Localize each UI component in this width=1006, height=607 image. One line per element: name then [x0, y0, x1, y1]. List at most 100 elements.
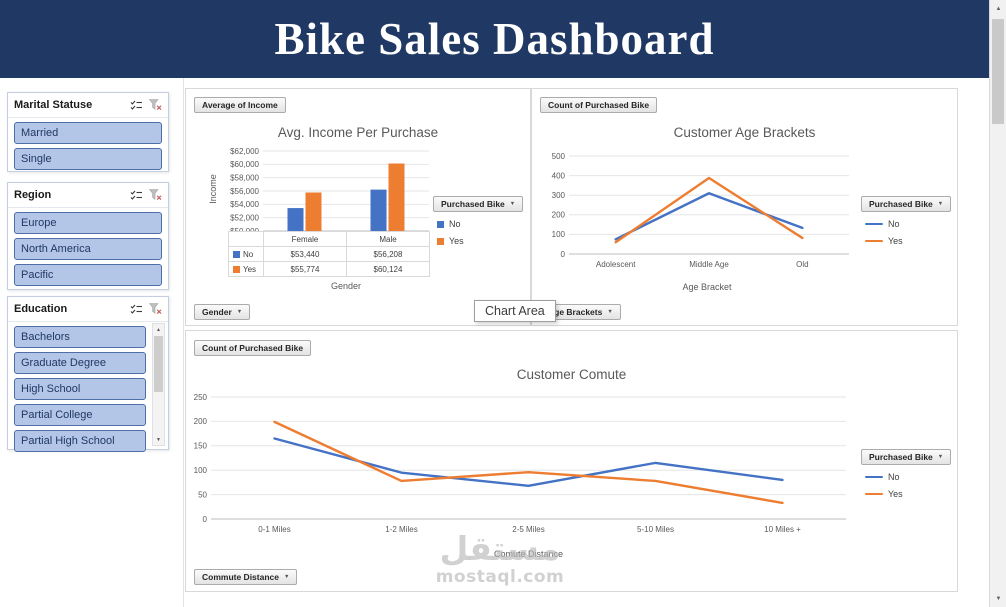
svg-text:150: 150 [194, 442, 208, 451]
clear-filter-icon[interactable] [149, 303, 162, 315]
dropdown-arrow-icon: ▼ [937, 454, 944, 460]
svg-text:200: 200 [552, 211, 566, 220]
scroll-up-icon[interactable]: ▲ [990, 0, 1006, 17]
slicer-item-partial-high-school[interactable]: Partial High School [14, 430, 146, 452]
legend-field-button[interactable]: Purchased Bike ▼ [861, 449, 952, 465]
commute-chart-panel: Count of Purchased Bike Customer Comute … [185, 330, 958, 592]
slicer-item-graduate-degree[interactable]: Graduate Degree [14, 352, 146, 374]
income-data-table: Female Male No $53,440 $56,208 Yes $55,7… [228, 231, 430, 277]
series-yes-swatch [437, 237, 444, 245]
dropdown-arrow-icon: ▼ [284, 574, 290, 580]
gender-axis-field-button[interactable]: Gender ▼ [194, 304, 251, 320]
svg-text:Middle Age: Middle Age [689, 260, 729, 269]
slicer-item-pacific[interactable]: Pacific [14, 264, 162, 286]
income-bar-chart[interactable]: $50,000$52,000$54,000$56,000$58,000$60,0… [216, 139, 441, 239]
svg-text:10 Miles +: 10 Miles + [764, 525, 801, 534]
svg-text:$60,000: $60,000 [230, 160, 259, 169]
table-header-male: Male [346, 231, 430, 247]
legend-entry-no: No [861, 472, 900, 482]
dropdown-arrow-icon: ▼ [509, 201, 516, 207]
slicer-header: Region [8, 183, 168, 208]
slicer-title: Marital Statuse [14, 99, 93, 111]
page-scrollbar[interactable]: ▲ ▼ [989, 0, 1006, 607]
value-field-button-label: Count of Purchased Bike [548, 100, 650, 110]
table-corner-cell [228, 231, 264, 247]
legend-entry-yes: Yes [861, 489, 903, 499]
multi-select-icon[interactable] [130, 190, 143, 201]
series-no-swatch [437, 220, 444, 228]
commute-line-chart[interactable]: 0 50 100 150 200 250 0-1 Miles 1-2 Miles 2-5 Mil… [186, 386, 866, 546]
svg-text:2-5 Miles: 2-5 Miles [512, 525, 544, 534]
series-no-line-swatch [865, 475, 883, 479]
chart-title: Customer Age Brackets [673, 125, 816, 140]
scroll-down-icon[interactable]: ▼ [990, 590, 1006, 607]
svg-text:$62,000: $62,000 [230, 147, 259, 156]
scroll-up-icon[interactable]: ▲ [156, 326, 161, 333]
svg-text:Adolescent: Adolescent [596, 260, 636, 269]
svg-text:0: 0 [561, 250, 566, 259]
slicer-header: Education [8, 297, 168, 322]
age-line-chart[interactable]: 0 100 200 300 400 500 Adolescent Middle Age Old [542, 144, 872, 279]
slicer-region: Region Europe North America Pacific [7, 182, 169, 290]
multi-select-icon[interactable] [130, 100, 143, 111]
svg-text:400: 400 [552, 171, 566, 180]
series-yes-line-swatch [865, 239, 883, 243]
svg-text:Old: Old [796, 260, 808, 269]
slicer-title: Education [14, 303, 68, 315]
svg-text:1-2 Miles: 1-2 Miles [385, 525, 417, 534]
table-cell: $53,440 [263, 246, 347, 262]
svg-text:$58,000: $58,000 [230, 173, 259, 182]
series-no-swatch [233, 250, 240, 258]
svg-text:500: 500 [552, 152, 566, 161]
slicer-item-partial-college[interactable]: Partial College [14, 404, 146, 426]
legend-entry-no: No [433, 219, 461, 229]
dashboard-header: Bike Sales Dashboard [0, 0, 989, 78]
commute-distance-axis-field-button[interactable]: Commute Distance ▼ [194, 569, 298, 585]
svg-text:250: 250 [194, 393, 208, 402]
svg-text:300: 300 [552, 191, 566, 200]
scrollbar-thumb[interactable] [992, 19, 1004, 124]
clear-filter-icon[interactable] [149, 189, 162, 201]
multi-select-icon[interactable] [130, 304, 143, 315]
svg-text:0: 0 [203, 515, 208, 524]
income-legend: Purchased Bike ▼ No Yes [433, 196, 524, 246]
chart-title: Avg. Income Per Purchase [277, 125, 439, 140]
svg-text:$52,000: $52,000 [230, 213, 259, 222]
slicer-item-single[interactable]: Single [14, 148, 162, 170]
commute-legend: Purchased Bike ▼ No Yes [861, 449, 952, 499]
slicer-item-europe[interactable]: Europe [14, 212, 162, 234]
slicer-item-bachelors[interactable]: Bachelors [14, 326, 146, 348]
chart-title: Customer Comute [516, 367, 627, 382]
svg-text:5-10 Miles: 5-10 Miles [637, 525, 674, 534]
scroll-down-icon[interactable]: ▼ [156, 436, 161, 443]
dropdown-arrow-icon: ▼ [236, 309, 243, 315]
svg-text:$54,000: $54,000 [230, 200, 259, 209]
value-field-button[interactable]: Count of Purchased Bike [194, 340, 312, 356]
value-field-button-label: Count of Purchased Bike [202, 343, 304, 353]
clear-filter-icon[interactable] [149, 99, 162, 111]
legend-field-button[interactable]: Purchased Bike ▼ [861, 196, 952, 212]
table-header-female: Female [263, 231, 347, 247]
age-brackets-axis-field-button[interactable]: Age Brackets ▼ [540, 304, 621, 320]
income-chart-panel: Average of Income Avg. Income Per Purcha… [185, 88, 531, 326]
education-scrollbar[interactable]: ▲ ▼ [152, 323, 165, 446]
value-field-button[interactable]: Count of Purchased Bike [540, 97, 658, 113]
svg-text:100: 100 [194, 466, 208, 475]
slicer-marital-status: Marital Statuse Married Single [7, 92, 169, 172]
dropdown-arrow-icon: ▼ [937, 201, 944, 207]
slicer-item-married[interactable]: Married [14, 122, 162, 144]
page-title: Bike Sales Dashboard [274, 14, 715, 64]
value-field-button[interactable]: Average of Income [194, 97, 286, 113]
table-cell: $60,124 [346, 261, 430, 277]
slicer-header: Marital Statuse [8, 93, 168, 118]
slicer-item-high-school[interactable]: High School [14, 378, 146, 400]
legend-field-button[interactable]: Purchased Bike ▼ [433, 196, 524, 212]
slicer-item-north-america[interactable]: North America [14, 238, 162, 260]
scrollbar-thumb[interactable] [154, 336, 163, 392]
x-axis-label: Comute Distance [493, 549, 564, 559]
table-row-key: No [228, 246, 264, 262]
legend-entry-no: No [861, 219, 900, 229]
age-legend: Purchased Bike ▼ No Yes [861, 196, 952, 246]
series-yes-swatch [233, 265, 240, 273]
